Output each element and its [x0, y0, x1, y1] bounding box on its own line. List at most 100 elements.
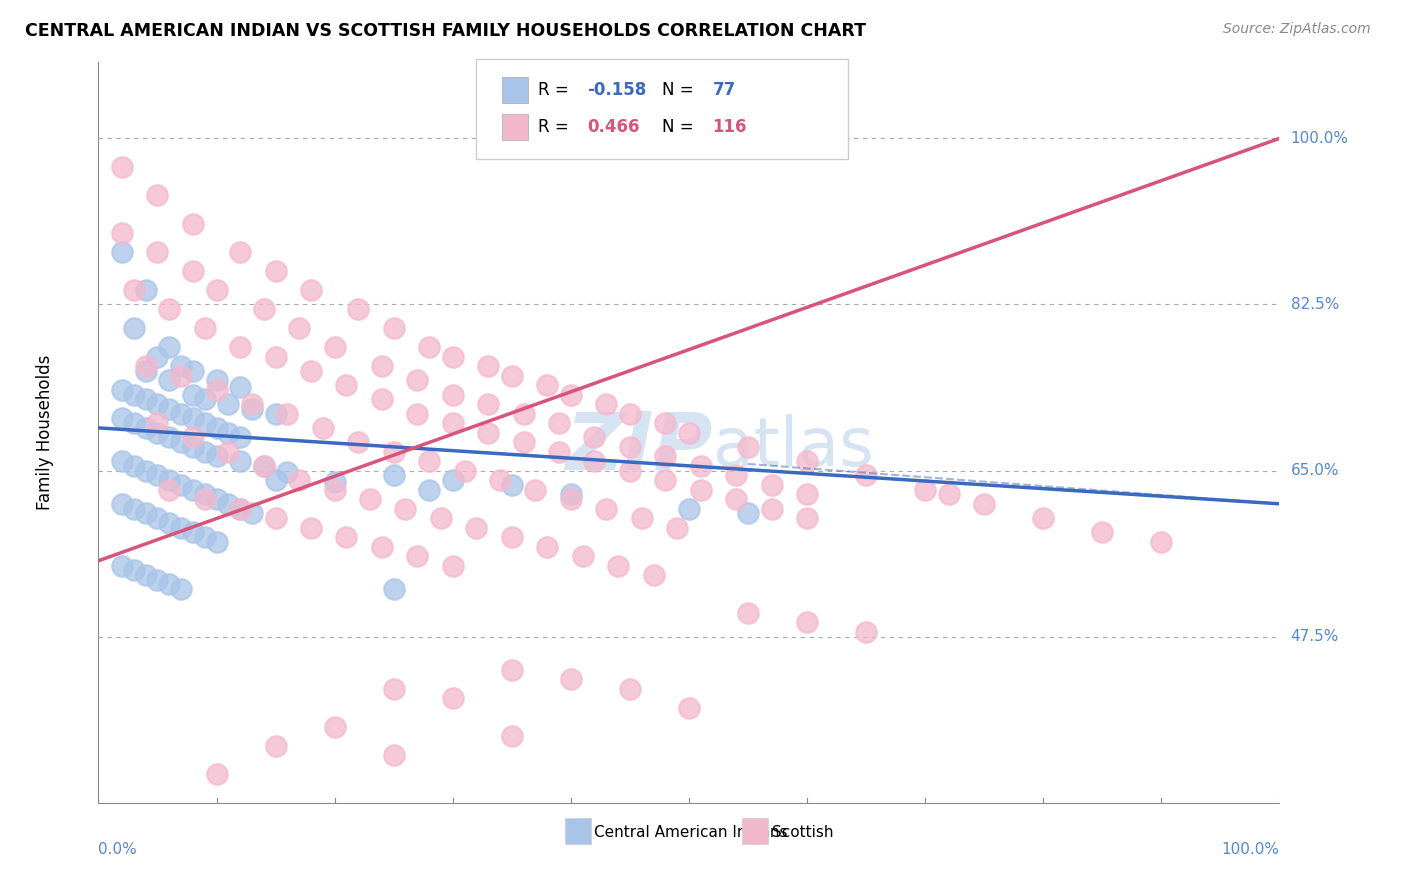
Point: [796, 454, 818, 468]
Point: [181, 264, 204, 278]
Text: Central American Indians: Central American Indians: [595, 825, 787, 840]
Point: [441, 473, 464, 487]
Point: [181, 387, 204, 401]
Point: [441, 558, 464, 573]
Point: [135, 364, 157, 378]
Point: [619, 464, 641, 478]
FancyBboxPatch shape: [502, 77, 529, 103]
Point: [323, 720, 346, 734]
Point: [205, 373, 228, 387]
Point: [406, 373, 429, 387]
Point: [548, 444, 571, 458]
Point: [111, 383, 134, 397]
Point: [347, 435, 370, 450]
Text: N =: N =: [662, 81, 699, 99]
Point: [181, 440, 204, 454]
Point: [181, 411, 204, 425]
Point: [111, 411, 134, 425]
Point: [181, 525, 204, 540]
Point: [111, 454, 134, 468]
Point: [135, 359, 157, 374]
Point: [253, 302, 276, 317]
Point: [654, 416, 676, 430]
Point: [146, 511, 169, 525]
Point: [240, 397, 263, 411]
Point: [477, 359, 499, 374]
Text: 0.466: 0.466: [588, 118, 640, 136]
Point: [441, 416, 464, 430]
Point: [181, 483, 204, 497]
Point: [678, 425, 700, 440]
Point: [217, 444, 239, 458]
Point: [253, 458, 276, 473]
Point: [122, 458, 145, 473]
Point: [796, 615, 818, 630]
Point: [595, 501, 617, 516]
Point: [264, 264, 287, 278]
Point: [938, 487, 960, 501]
Point: [855, 624, 877, 639]
Point: [595, 397, 617, 411]
Point: [299, 283, 322, 297]
Point: [441, 691, 464, 706]
Point: [157, 473, 180, 487]
FancyBboxPatch shape: [565, 818, 591, 844]
Point: [1032, 511, 1054, 525]
Text: R =: R =: [537, 81, 574, 99]
Point: [571, 549, 593, 563]
Text: atlas: atlas: [713, 415, 873, 481]
Point: [560, 387, 582, 401]
Point: [430, 511, 453, 525]
Point: [630, 511, 652, 525]
Point: [299, 520, 322, 534]
Text: ZIP: ZIP: [565, 409, 713, 486]
Point: [181, 364, 204, 378]
Point: [146, 397, 169, 411]
Point: [678, 701, 700, 715]
Point: [157, 373, 180, 387]
Point: [548, 416, 571, 430]
Point: [157, 483, 180, 497]
Point: [512, 435, 534, 450]
Point: [217, 397, 239, 411]
Point: [135, 568, 157, 582]
Point: [264, 511, 287, 525]
Text: 47.5%: 47.5%: [1291, 629, 1339, 644]
Point: [560, 487, 582, 501]
Point: [382, 321, 405, 335]
Text: Source: ZipAtlas.com: Source: ZipAtlas.com: [1223, 22, 1371, 37]
Point: [371, 392, 394, 407]
Point: [607, 558, 630, 573]
Point: [501, 663, 523, 677]
Point: [299, 364, 322, 378]
Text: 82.5%: 82.5%: [1291, 297, 1339, 312]
Point: [205, 534, 228, 549]
Point: [157, 401, 180, 416]
Text: 100.0%: 100.0%: [1291, 131, 1348, 146]
Point: [761, 501, 783, 516]
Point: [678, 501, 700, 516]
Point: [536, 540, 558, 554]
Point: [477, 397, 499, 411]
Point: [146, 425, 169, 440]
Point: [583, 454, 606, 468]
Point: [146, 188, 169, 202]
Point: [205, 491, 228, 506]
Point: [170, 478, 193, 492]
Point: [689, 458, 711, 473]
Point: [276, 466, 298, 480]
Point: [157, 302, 180, 317]
Point: [654, 473, 676, 487]
Point: [725, 468, 748, 483]
Point: [122, 283, 145, 297]
Point: [111, 227, 134, 241]
Point: [323, 483, 346, 497]
Point: [157, 430, 180, 444]
Point: [512, 407, 534, 421]
Text: CENTRAL AMERICAN INDIAN VS SCOTTISH FAMILY HOUSEHOLDS CORRELATION CHART: CENTRAL AMERICAN INDIAN VS SCOTTISH FAMI…: [25, 22, 866, 40]
Point: [914, 483, 936, 497]
Point: [146, 245, 169, 260]
Point: [229, 454, 252, 468]
Text: R =: R =: [537, 118, 574, 136]
Point: [1091, 525, 1114, 540]
